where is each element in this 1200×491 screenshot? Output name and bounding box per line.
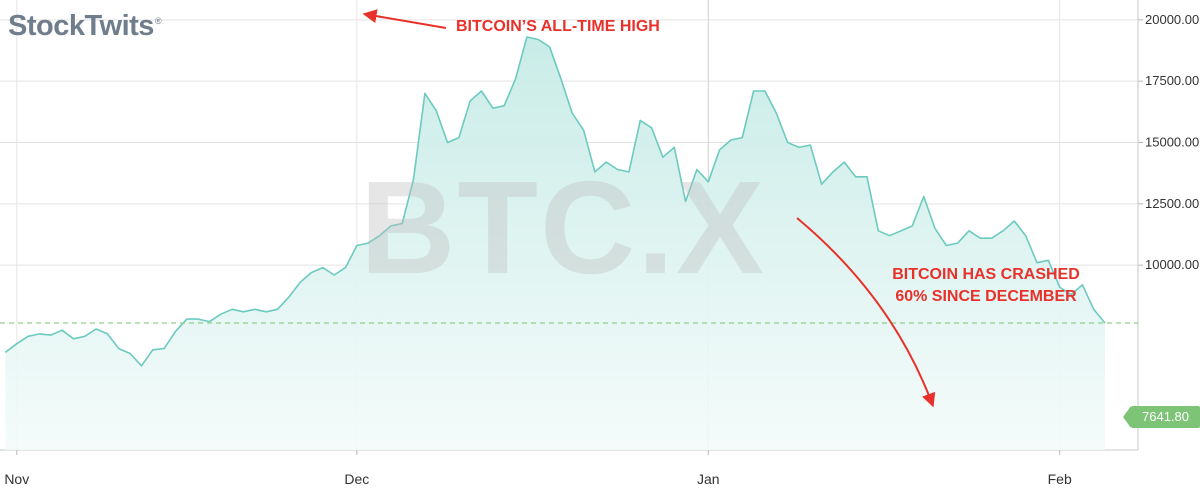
- price-area-fill: [5, 37, 1105, 450]
- ath-annotation: BITCOIN’S ALL-TIME HIGH: [456, 18, 660, 35]
- stocktwits-logo: StockTwits®: [8, 10, 162, 42]
- y-tick-label: 12500.00: [1145, 196, 1199, 211]
- price-line: [4, 36, 1106, 367]
- crash-annotation-line2: 60% SINCE DECEMBER: [895, 288, 1077, 305]
- y-tick-label: 15000.00: [1145, 135, 1199, 150]
- crash-annotation-line1: BITCOIN HAS CRASHED: [892, 266, 1080, 283]
- x-axis: Nov Dec Jan Feb: [0, 449, 1138, 487]
- ath-arrow: [362, 9, 447, 29]
- y-tick-label: 10000.00: [1145, 257, 1199, 272]
- current-price-badge: 7641.80: [1123, 406, 1200, 428]
- y-tick-label: 20000.00: [1145, 12, 1199, 27]
- y-tick-label: 17500.00: [1145, 73, 1199, 88]
- x-tick-label: Dec: [344, 471, 369, 487]
- x-tick-label: Jan: [697, 471, 720, 487]
- x-tick-label: Feb: [1048, 471, 1072, 487]
- crash-annotation: BITCOIN HAS CRASHED 60% SINCE DECEMBER: [870, 264, 1102, 308]
- crash-arrow: [796, 217, 936, 408]
- y-axis: 10000.00 12500.00 15000.00 17500.00 20000.00: [1137, 0, 1199, 450]
- x-tick-label: Nov: [4, 471, 29, 487]
